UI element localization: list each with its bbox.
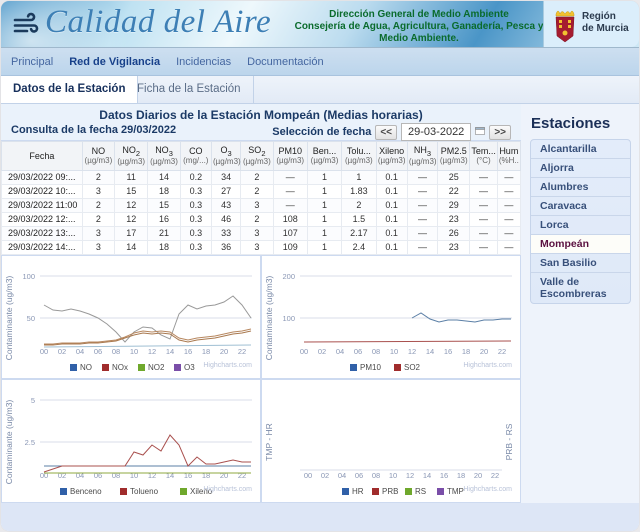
svg-text:22: 22 xyxy=(238,471,246,480)
svg-text:NO2: NO2 xyxy=(148,363,165,372)
svg-text:Highcharts.com: Highcharts.com xyxy=(463,486,512,493)
svg-text:20: 20 xyxy=(220,471,228,480)
svg-text:10: 10 xyxy=(130,471,138,480)
svg-text:100: 100 xyxy=(22,272,35,281)
svg-text:NOx: NOx xyxy=(112,363,128,372)
svg-text:Contaminante (ug/m3): Contaminante (ug/m3) xyxy=(4,400,14,485)
svg-text:22: 22 xyxy=(491,471,499,480)
svg-text:O3: O3 xyxy=(184,363,195,372)
svg-text:14: 14 xyxy=(423,471,431,480)
svg-text:16: 16 xyxy=(184,347,192,356)
svg-text:00: 00 xyxy=(304,471,312,480)
svg-text:14: 14 xyxy=(166,471,174,480)
svg-text:18: 18 xyxy=(462,347,470,356)
svg-text:06: 06 xyxy=(94,347,102,356)
svg-text:02: 02 xyxy=(321,471,329,480)
svg-text:12: 12 xyxy=(408,347,416,356)
svg-text:12: 12 xyxy=(406,471,414,480)
svg-text:16: 16 xyxy=(444,347,452,356)
svg-text:12: 12 xyxy=(148,471,156,480)
svg-text:06: 06 xyxy=(355,471,363,480)
svg-text:14: 14 xyxy=(426,347,434,356)
svg-text:06: 06 xyxy=(94,471,102,480)
svg-text:04: 04 xyxy=(76,471,84,480)
svg-text:08: 08 xyxy=(112,347,120,356)
svg-text:02: 02 xyxy=(58,471,66,480)
svg-text:12: 12 xyxy=(148,347,156,356)
svg-text:TMP: TMP xyxy=(447,487,464,496)
svg-text:18: 18 xyxy=(457,471,465,480)
svg-text:200: 200 xyxy=(282,272,295,281)
svg-text:04: 04 xyxy=(338,471,346,480)
svg-text:20: 20 xyxy=(220,347,228,356)
svg-text:04: 04 xyxy=(336,347,344,356)
svg-text:Benceno: Benceno xyxy=(70,487,102,496)
svg-text:00: 00 xyxy=(300,347,308,356)
svg-text:5: 5 xyxy=(31,396,35,405)
svg-text:10: 10 xyxy=(130,347,138,356)
svg-text:TMP - HR: TMP - HR xyxy=(264,423,274,461)
svg-text:20: 20 xyxy=(474,471,482,480)
svg-text:18: 18 xyxy=(202,347,210,356)
svg-text:HR: HR xyxy=(352,487,364,496)
svg-text:00: 00 xyxy=(40,471,48,480)
svg-text:PM10: PM10 xyxy=(360,363,381,372)
svg-text:04: 04 xyxy=(76,347,84,356)
svg-text:16: 16 xyxy=(184,471,192,480)
svg-text:Contaminante (ug/m3): Contaminante (ug/m3) xyxy=(264,276,274,361)
svg-text:20: 20 xyxy=(480,347,488,356)
svg-text:PRB - RS: PRB - RS xyxy=(504,423,514,460)
svg-text:08: 08 xyxy=(372,471,380,480)
svg-text:10: 10 xyxy=(390,347,398,356)
svg-text:00: 00 xyxy=(40,347,48,356)
svg-text:SO2: SO2 xyxy=(404,363,421,372)
svg-text:14: 14 xyxy=(166,347,174,356)
svg-text:18: 18 xyxy=(202,471,210,480)
svg-text:NO: NO xyxy=(80,363,92,372)
svg-text:Highcharts.com: Highcharts.com xyxy=(463,362,512,369)
svg-text:Contaminante (ug/m3): Contaminante (ug/m3) xyxy=(4,276,14,361)
svg-text:06: 06 xyxy=(354,347,362,356)
svg-text:08: 08 xyxy=(112,471,120,480)
svg-text:PRB: PRB xyxy=(382,487,398,496)
svg-text:Highcharts.com: Highcharts.com xyxy=(203,486,252,493)
svg-text:Tolueno: Tolueno xyxy=(130,487,159,496)
svg-text:10: 10 xyxy=(389,471,397,480)
svg-text:22: 22 xyxy=(238,347,246,356)
svg-text:02: 02 xyxy=(58,347,66,356)
svg-text:50: 50 xyxy=(27,314,35,323)
svg-text:16: 16 xyxy=(440,471,448,480)
svg-text:02: 02 xyxy=(318,347,326,356)
svg-text:2.5: 2.5 xyxy=(25,438,35,447)
svg-text:100: 100 xyxy=(282,314,295,323)
svg-text:RS: RS xyxy=(415,487,426,496)
svg-text:22: 22 xyxy=(498,347,506,356)
svg-text:08: 08 xyxy=(372,347,380,356)
svg-text:Highcharts.com: Highcharts.com xyxy=(203,362,252,369)
